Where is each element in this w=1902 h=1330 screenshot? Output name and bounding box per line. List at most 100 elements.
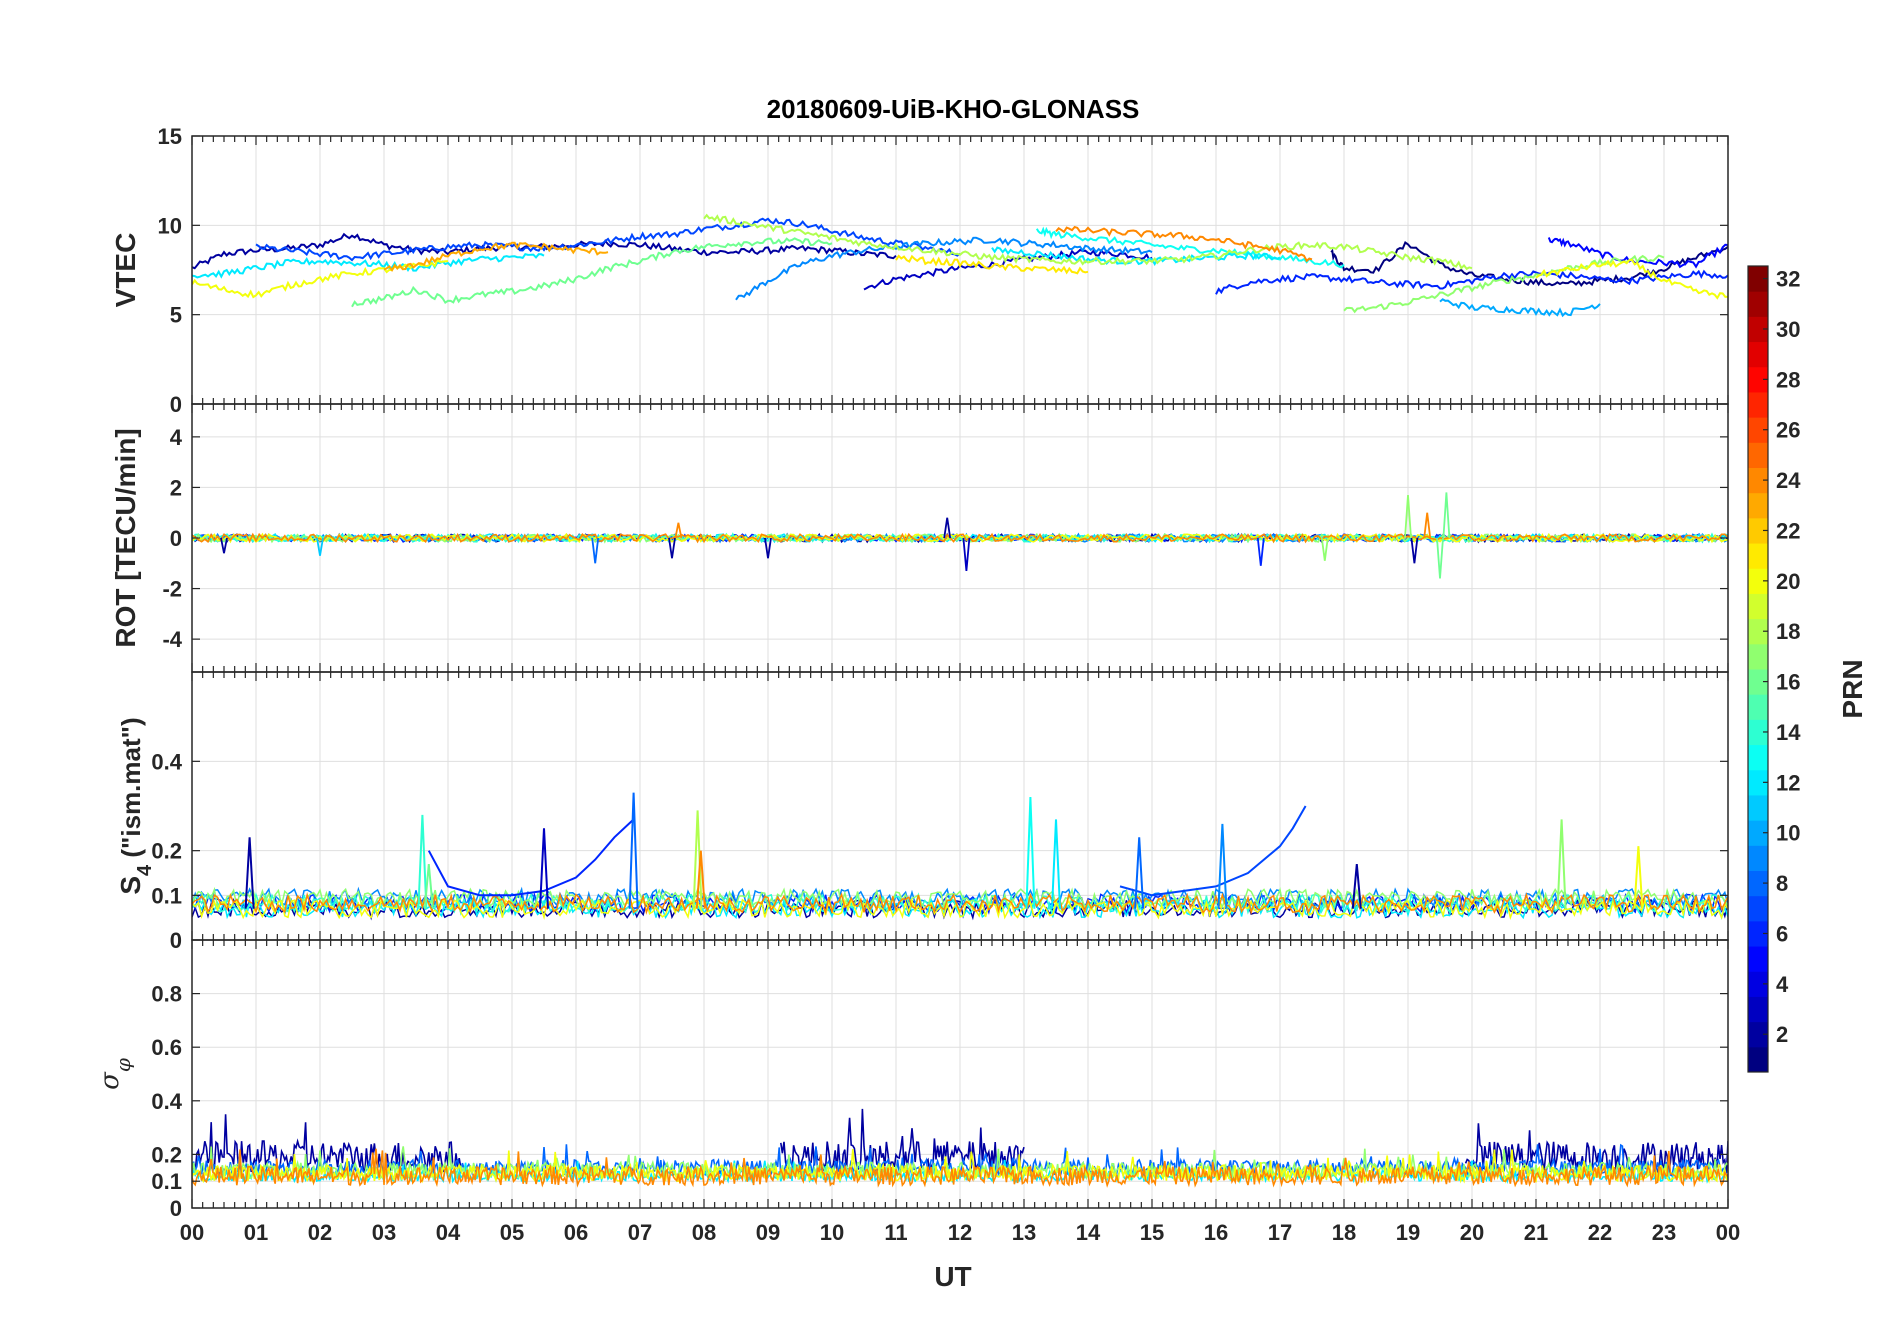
rot-spike bbox=[943, 517, 952, 539]
s4-spike bbox=[423, 863, 434, 909]
s4-spike bbox=[692, 810, 703, 909]
colorbar-segment bbox=[1748, 366, 1768, 393]
y-axis-label: ROT [TECU/min] bbox=[110, 428, 141, 647]
colorbar-segment bbox=[1748, 895, 1768, 922]
y-axis-label: VTEC bbox=[110, 233, 141, 308]
y-tick-label: 0.6 bbox=[151, 1035, 182, 1060]
x-tick-label: 11 bbox=[884, 1220, 907, 1245]
colorbar-segment bbox=[1748, 467, 1768, 494]
colorbar-segment bbox=[1748, 744, 1768, 771]
x-tick-label: 18 bbox=[1332, 1220, 1356, 1245]
colorbar-segment bbox=[1748, 618, 1768, 645]
s4-spike bbox=[695, 850, 706, 909]
vtec-line-prn-6 bbox=[1215, 269, 1728, 295]
sigma-line-prn-24 bbox=[192, 1148, 1728, 1188]
x-tick-label: 15 bbox=[1140, 1220, 1164, 1245]
x-tick-label: 02 bbox=[308, 1220, 332, 1245]
rot-spike bbox=[1436, 537, 1444, 579]
y-tick-label: -2 bbox=[162, 577, 182, 602]
vtec-line-prn-18 bbox=[703, 213, 1473, 271]
colorbar-segment bbox=[1748, 669, 1768, 695]
colorbar-segment bbox=[1748, 543, 1768, 569]
vtec-line-prn-16 bbox=[351, 237, 833, 308]
rot-spike bbox=[220, 537, 228, 554]
colorbar-tick-label: 26 bbox=[1776, 418, 1800, 443]
colorbar-segment bbox=[1748, 971, 1768, 997]
vtec-line-prn-12 bbox=[192, 253, 545, 279]
colorbar-tick-label: 4 bbox=[1776, 972, 1789, 997]
x-tick-label: 21 bbox=[1524, 1220, 1548, 1245]
x-tick-label: 05 bbox=[500, 1220, 524, 1245]
colorbar-segment bbox=[1748, 1021, 1768, 1048]
x-tick-label: 16 bbox=[1204, 1220, 1228, 1245]
x-tick-label: 14 bbox=[1076, 1220, 1101, 1245]
s4-spike bbox=[628, 792, 639, 909]
rot-line-prn-24 bbox=[192, 532, 1728, 544]
colorbar-tick-label: 6 bbox=[1776, 921, 1788, 946]
colorbar-tick-label: 10 bbox=[1776, 821, 1800, 846]
colorbar-segment bbox=[1748, 442, 1768, 468]
colorbar-segment bbox=[1748, 341, 1768, 368]
colorbar-frame bbox=[1747, 265, 1769, 1073]
rot-line-prn-20 bbox=[192, 532, 1728, 544]
colorbar-segment bbox=[1748, 845, 1768, 871]
panel-s4: 00.10.20.4S4 ("ism.mat") bbox=[115, 671, 1729, 953]
colorbar-segment bbox=[1748, 266, 1768, 292]
y-tick-label: 0 bbox=[170, 392, 182, 417]
s4-spike bbox=[244, 837, 255, 909]
y-label-main: S bbox=[115, 876, 146, 895]
s4-spike bbox=[417, 814, 428, 909]
y-tick-label: 10 bbox=[158, 213, 182, 238]
vtec-line-prn-7 bbox=[255, 217, 961, 262]
colorbar-segment bbox=[1748, 946, 1768, 972]
colorbar-label: PRN bbox=[1837, 659, 1868, 718]
colorbar-segment bbox=[1748, 719, 1768, 746]
colorbar-tick-label: 14 bbox=[1776, 720, 1801, 745]
y-tick-label: 15 bbox=[158, 124, 182, 149]
s4-series bbox=[192, 792, 1728, 921]
y-tick-label: 2 bbox=[170, 475, 182, 500]
s4-spike bbox=[539, 828, 549, 909]
rot-spike bbox=[1423, 512, 1432, 539]
vtec-line-prn-13 bbox=[1035, 226, 1345, 269]
y-tick-label: 0.4 bbox=[151, 749, 182, 774]
x-tick-label: 04 bbox=[436, 1220, 461, 1245]
colorbar-segment bbox=[1748, 492, 1768, 519]
x-tick-label: 10 bbox=[820, 1220, 844, 1245]
rot-spike bbox=[1442, 492, 1451, 539]
sigma_phi-series bbox=[192, 1108, 1728, 1188]
colorbar-tick-label: 22 bbox=[1776, 518, 1800, 543]
x-tick-label: 08 bbox=[692, 1220, 716, 1245]
x-tick-label: 07 bbox=[628, 1220, 652, 1245]
rot-spike bbox=[1320, 537, 1329, 561]
colorbar-segment bbox=[1748, 417, 1768, 443]
s4-line-prn-17 bbox=[192, 886, 1728, 910]
y-label-sub: φ bbox=[111, 1058, 135, 1072]
rot-spike bbox=[668, 537, 676, 559]
sigma-line-prn-2 bbox=[1464, 1123, 1728, 1175]
y-tick-label: 0 bbox=[170, 928, 182, 953]
colorbar-segment bbox=[1748, 769, 1768, 796]
panel-vtec: 0 5 10 15 VTEC bbox=[110, 124, 1729, 417]
s4-arc-prn-7 bbox=[1119, 805, 1307, 897]
y-label-main: σ bbox=[95, 1071, 125, 1090]
s4-spike bbox=[1351, 863, 1362, 909]
colorbar-segment bbox=[1748, 391, 1768, 418]
colorbar-segment bbox=[1748, 870, 1768, 897]
y-tick-label: 0.1 bbox=[151, 883, 182, 908]
vtec-series bbox=[192, 213, 1728, 318]
colorbar-segment bbox=[1748, 593, 1768, 620]
y-label-sub: 4 bbox=[134, 864, 156, 876]
colorbar-segment bbox=[1748, 1046, 1768, 1073]
y-axis-label: σφ bbox=[95, 1058, 135, 1090]
y-axis-label: S4 ("ism.mat") bbox=[115, 717, 156, 894]
rot-spike bbox=[1404, 494, 1412, 539]
x-axis-label: UT bbox=[934, 1261, 971, 1292]
vtec-line-prn-21 bbox=[895, 254, 1089, 275]
vtec-line-prn-20 bbox=[1535, 258, 1728, 300]
y-tick-label: 5 bbox=[170, 303, 182, 328]
x-tick-label: 01 bbox=[244, 1220, 268, 1245]
rot-spike bbox=[674, 522, 683, 539]
colorbar-tick-label: 28 bbox=[1776, 367, 1800, 392]
